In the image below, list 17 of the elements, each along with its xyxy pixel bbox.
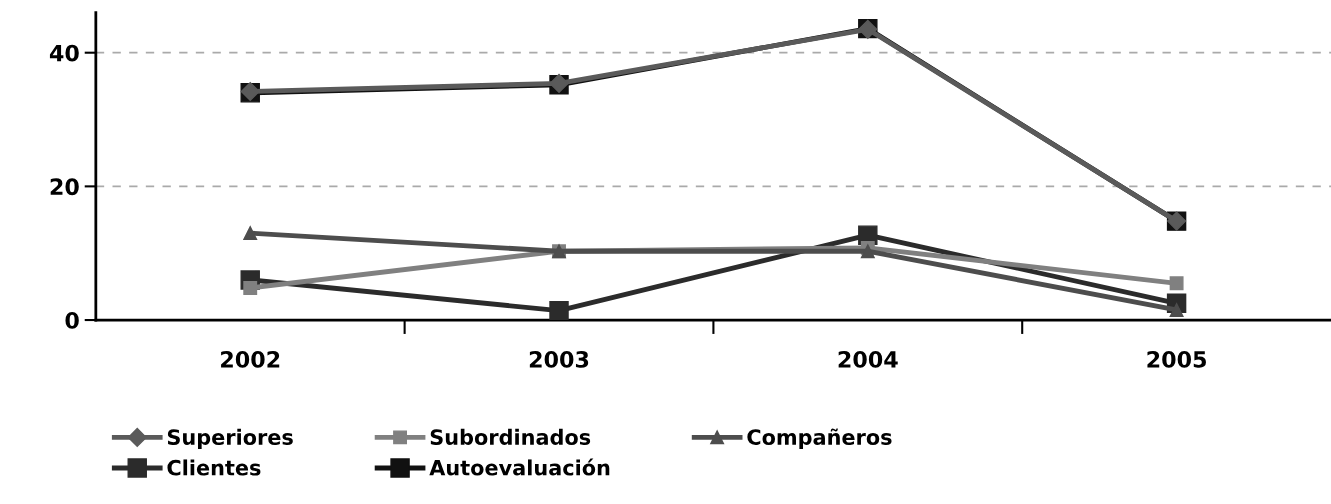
legend-label: Subordinados (430, 428, 591, 445)
y-tick-label: 40 (49, 44, 79, 62)
y-tick-label: 20 (50, 178, 79, 196)
x-tick-label: 2004 (838, 350, 898, 368)
x-tick-label: 2003 (529, 350, 589, 368)
point (243, 281, 258, 295)
x-tick-label: 2002 (221, 350, 280, 368)
legend-label: Autoevaluación (429, 458, 610, 476)
point (1169, 276, 1184, 291)
legend-label: Clientes (167, 459, 261, 476)
legend-label: Compañeros (747, 428, 892, 450)
point (549, 300, 569, 321)
y-tick-label: 0 (65, 311, 79, 329)
point (860, 244, 875, 259)
x-tick-label: 2005 (1147, 350, 1206, 368)
point (243, 226, 258, 241)
legend-label: Superiores (167, 428, 293, 450)
